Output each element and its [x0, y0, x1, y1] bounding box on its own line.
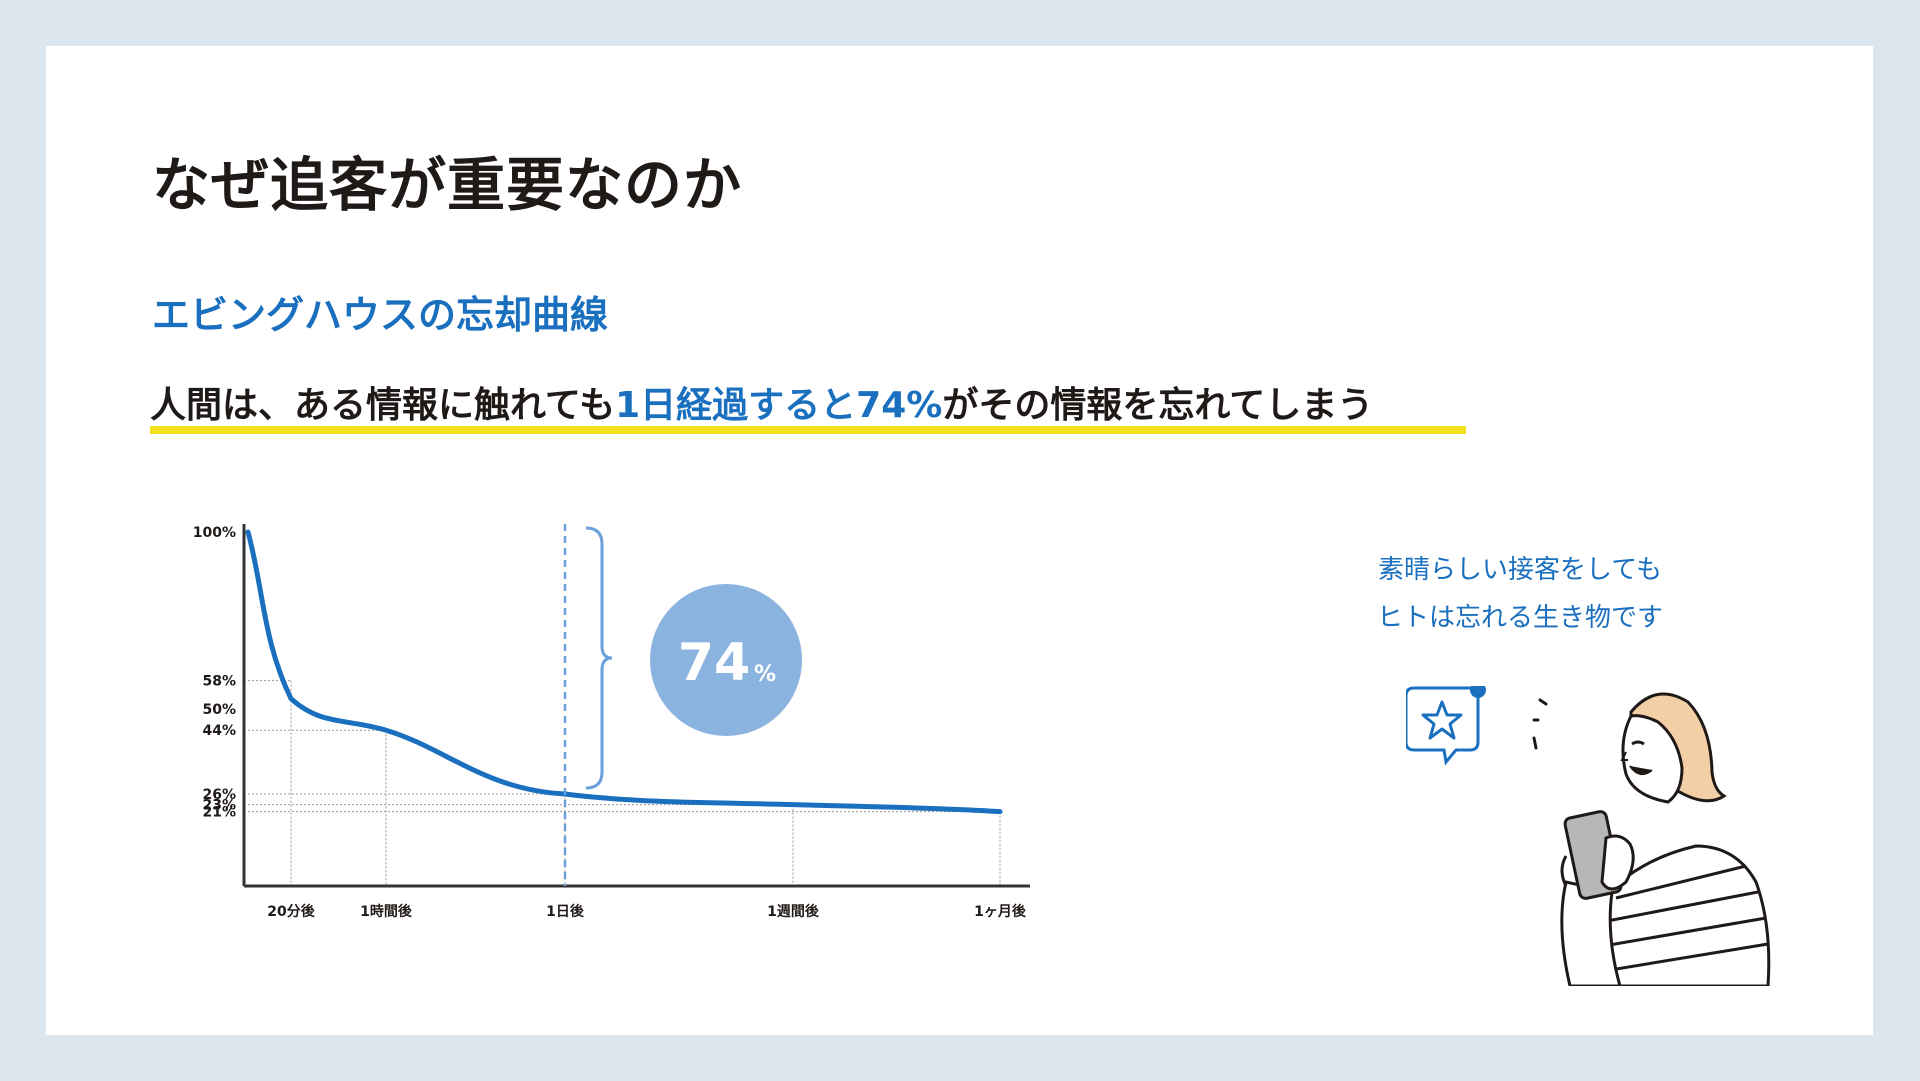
x-tick-label: 1日後	[546, 903, 585, 920]
y-tick-label: 21%	[202, 805, 236, 821]
chart-annotation: 74%	[563, 524, 802, 886]
x-tick-label: 1週間後	[767, 903, 820, 920]
chart-axes	[242, 524, 1030, 888]
chart-labels: 100% 58% 50% 44% 26%23%21% 20分後 1時間後 1日後 1週間後 1ヶ月…	[193, 525, 1027, 920]
illustration-caption: 素晴らしい接客をしても ヒトは忘れる生き物です	[1310, 546, 1730, 642]
headline-part2: がその情報を忘れてしまう	[942, 385, 1374, 426]
x-tick-label: 1時間後	[360, 903, 413, 920]
annotation-unit: %	[754, 662, 776, 687]
caption-line-2: ヒトは忘れる生き物です	[1376, 603, 1663, 633]
x-tick-label: 20分後	[267, 903, 315, 920]
y-tick-label: 58%	[202, 674, 236, 690]
star-chat-icon	[1406, 686, 1486, 766]
x-tick-label: 1ヶ月後	[974, 903, 1027, 920]
annotation-bubble	[650, 584, 802, 736]
annotation-value: 74	[678, 633, 750, 693]
annotation-brace	[585, 526, 613, 790]
chart-curve	[245, 529, 1003, 815]
forgetting-curve-chart: 100% 58% 50% 44% 26%23%21% 20分後 1時間後 1日後 1週間後 1ヶ月…	[193, 524, 1030, 920]
chart-grid	[244, 680, 1001, 886]
y-tick-label: 50%	[202, 702, 236, 718]
y-tick-label: 100%	[193, 525, 236, 541]
headline: 人間は、ある情報に触れても1日経過すると74%がその情報を忘れてしまう	[150, 376, 1373, 442]
y-tick-label: 44%	[202, 723, 236, 739]
headline-highlight: 1日経過すると74%	[615, 385, 943, 426]
headline-part1: 人間は、ある情報に触れても	[150, 385, 616, 426]
section-subtitle: エビングハウスの忘却曲線	[152, 293, 609, 337]
curve-line	[245, 529, 1003, 815]
woman-with-smartphone-illustration	[1406, 686, 1771, 986]
y-tick-label: 23%	[202, 798, 236, 814]
caption-line-1: 素晴らしい接客をしても	[1378, 555, 1662, 585]
page-title: なぜ追客が重要なのか	[152, 151, 743, 219]
headline-underline	[150, 426, 1466, 434]
slide: なぜ追客が重要なのか エビングハウスの忘却曲線 人間は、ある情報に触れても1日経…	[46, 46, 1873, 1035]
y-tick-label: 26%	[202, 787, 236, 803]
